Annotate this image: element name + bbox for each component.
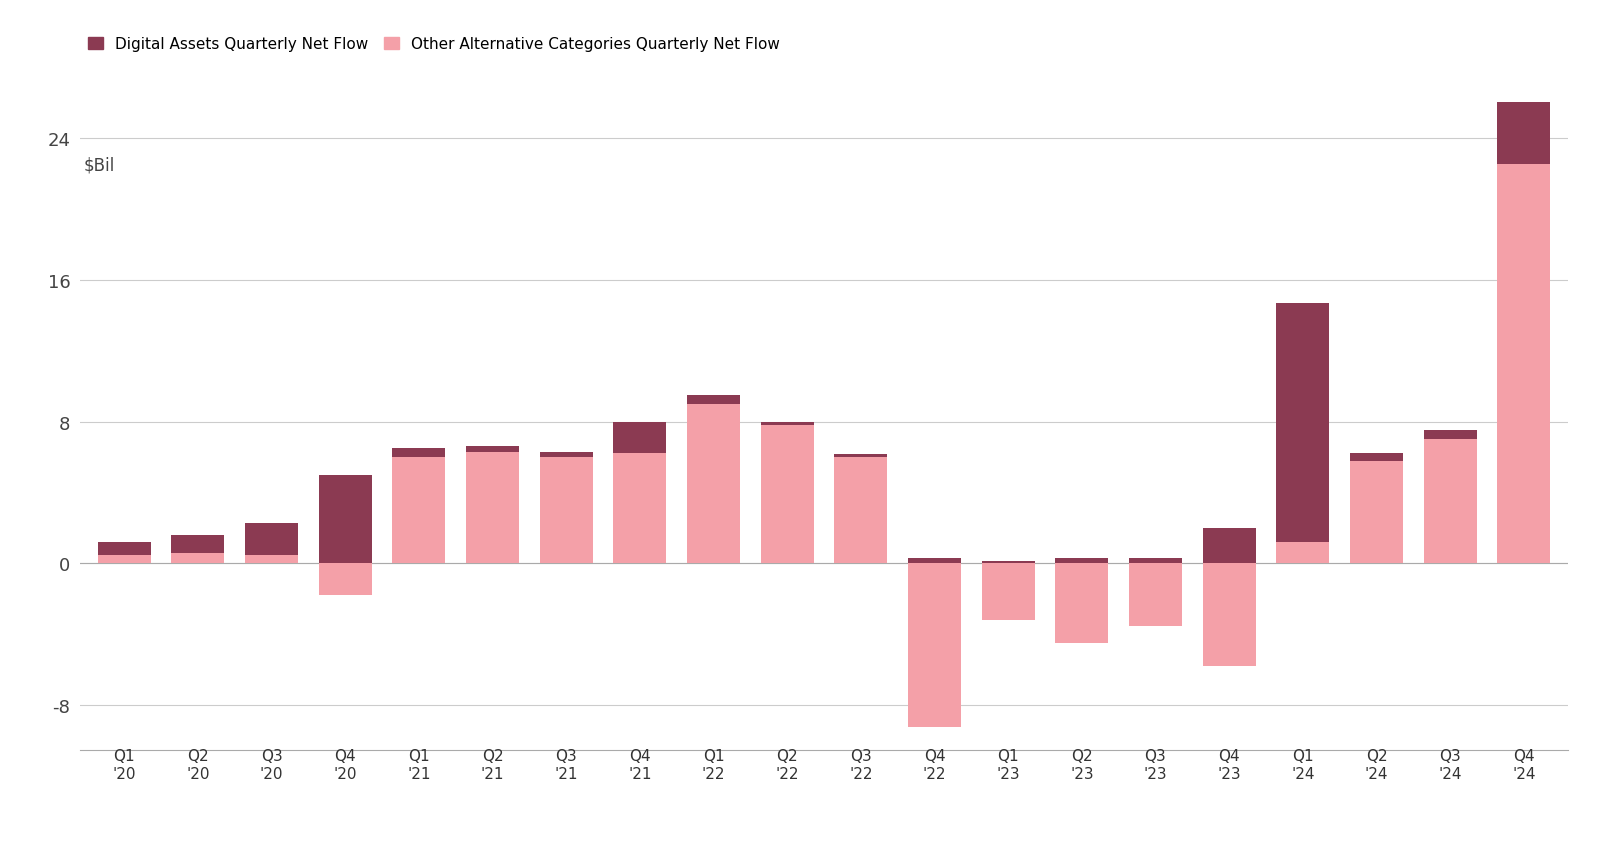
Bar — [466, 446, 518, 452]
Bar — [613, 422, 666, 454]
Bar — [760, 426, 814, 564]
Bar — [907, 558, 962, 564]
Bar — [1424, 431, 1477, 440]
Text: Q2: Q2 — [187, 748, 208, 763]
Text: '21: '21 — [480, 766, 504, 780]
Bar — [392, 458, 445, 564]
Bar — [98, 555, 150, 564]
Bar — [171, 535, 224, 553]
Bar — [245, 555, 298, 564]
Text: Q3: Q3 — [850, 748, 872, 763]
Bar — [1424, 440, 1477, 564]
Bar — [1350, 461, 1403, 564]
Text: Q3: Q3 — [1440, 748, 1461, 763]
Text: Q1: Q1 — [702, 748, 725, 763]
Text: Q2: Q2 — [1070, 748, 1093, 763]
Text: Q2: Q2 — [776, 748, 798, 763]
Bar — [1277, 543, 1330, 564]
Bar — [318, 564, 371, 596]
Bar — [1130, 564, 1182, 625]
Text: Q1: Q1 — [997, 748, 1019, 763]
Text: '24: '24 — [1512, 766, 1536, 780]
Text: Q2: Q2 — [482, 748, 504, 763]
Bar — [1350, 454, 1403, 461]
Bar — [907, 564, 962, 727]
Text: Q4: Q4 — [923, 748, 946, 763]
Text: Q1: Q1 — [114, 748, 134, 763]
Text: Q4: Q4 — [334, 748, 357, 763]
Bar — [686, 395, 741, 405]
Bar — [1056, 564, 1109, 643]
Text: '20: '20 — [333, 766, 357, 780]
Text: Q2: Q2 — [1366, 748, 1387, 763]
Bar — [318, 475, 371, 564]
Bar — [1277, 303, 1330, 543]
Text: '23: '23 — [1070, 766, 1094, 780]
Bar — [1498, 103, 1550, 165]
Bar — [1130, 558, 1182, 564]
Bar — [392, 449, 445, 458]
Bar — [686, 405, 741, 564]
Text: '22: '22 — [776, 766, 798, 780]
Text: Q4: Q4 — [1514, 748, 1534, 763]
Bar — [1203, 528, 1256, 564]
Bar — [982, 564, 1035, 620]
Bar — [1056, 558, 1109, 564]
Text: '22: '22 — [923, 766, 946, 780]
Text: '20: '20 — [112, 766, 136, 780]
Text: Q4: Q4 — [629, 748, 651, 763]
Bar — [1203, 564, 1256, 666]
Bar — [834, 455, 888, 458]
Bar — [982, 561, 1035, 564]
Legend: Digital Assets Quarterly Net Flow, Other Alternative Categories Quarterly Net Fl: Digital Assets Quarterly Net Flow, Other… — [88, 37, 781, 52]
Text: '20: '20 — [259, 766, 283, 780]
Bar — [539, 458, 592, 564]
Text: '23: '23 — [997, 766, 1019, 780]
Bar — [466, 452, 518, 564]
Text: Q3: Q3 — [1144, 748, 1166, 763]
Text: '21: '21 — [629, 766, 651, 780]
Text: '23: '23 — [1218, 766, 1242, 780]
Bar — [98, 543, 150, 555]
Bar — [760, 422, 814, 426]
Text: Q1: Q1 — [1291, 748, 1314, 763]
Bar — [1498, 165, 1550, 564]
Text: '21: '21 — [555, 766, 578, 780]
Text: '24: '24 — [1291, 766, 1315, 780]
Text: $Bil: $Bil — [83, 157, 115, 175]
Text: '22: '22 — [850, 766, 872, 780]
Text: '21: '21 — [406, 766, 430, 780]
Text: '22: '22 — [702, 766, 725, 780]
Text: '24: '24 — [1438, 766, 1462, 780]
Text: Q4: Q4 — [1218, 748, 1240, 763]
Bar — [539, 452, 592, 458]
Bar — [171, 553, 224, 564]
Text: Q1: Q1 — [408, 748, 430, 763]
Bar — [245, 523, 298, 555]
Text: Q3: Q3 — [555, 748, 578, 763]
Bar — [613, 454, 666, 564]
Text: '20: '20 — [186, 766, 210, 780]
Bar — [834, 458, 888, 564]
Text: '23: '23 — [1144, 766, 1168, 780]
Text: Q3: Q3 — [261, 748, 282, 763]
Text: '24: '24 — [1365, 766, 1389, 780]
